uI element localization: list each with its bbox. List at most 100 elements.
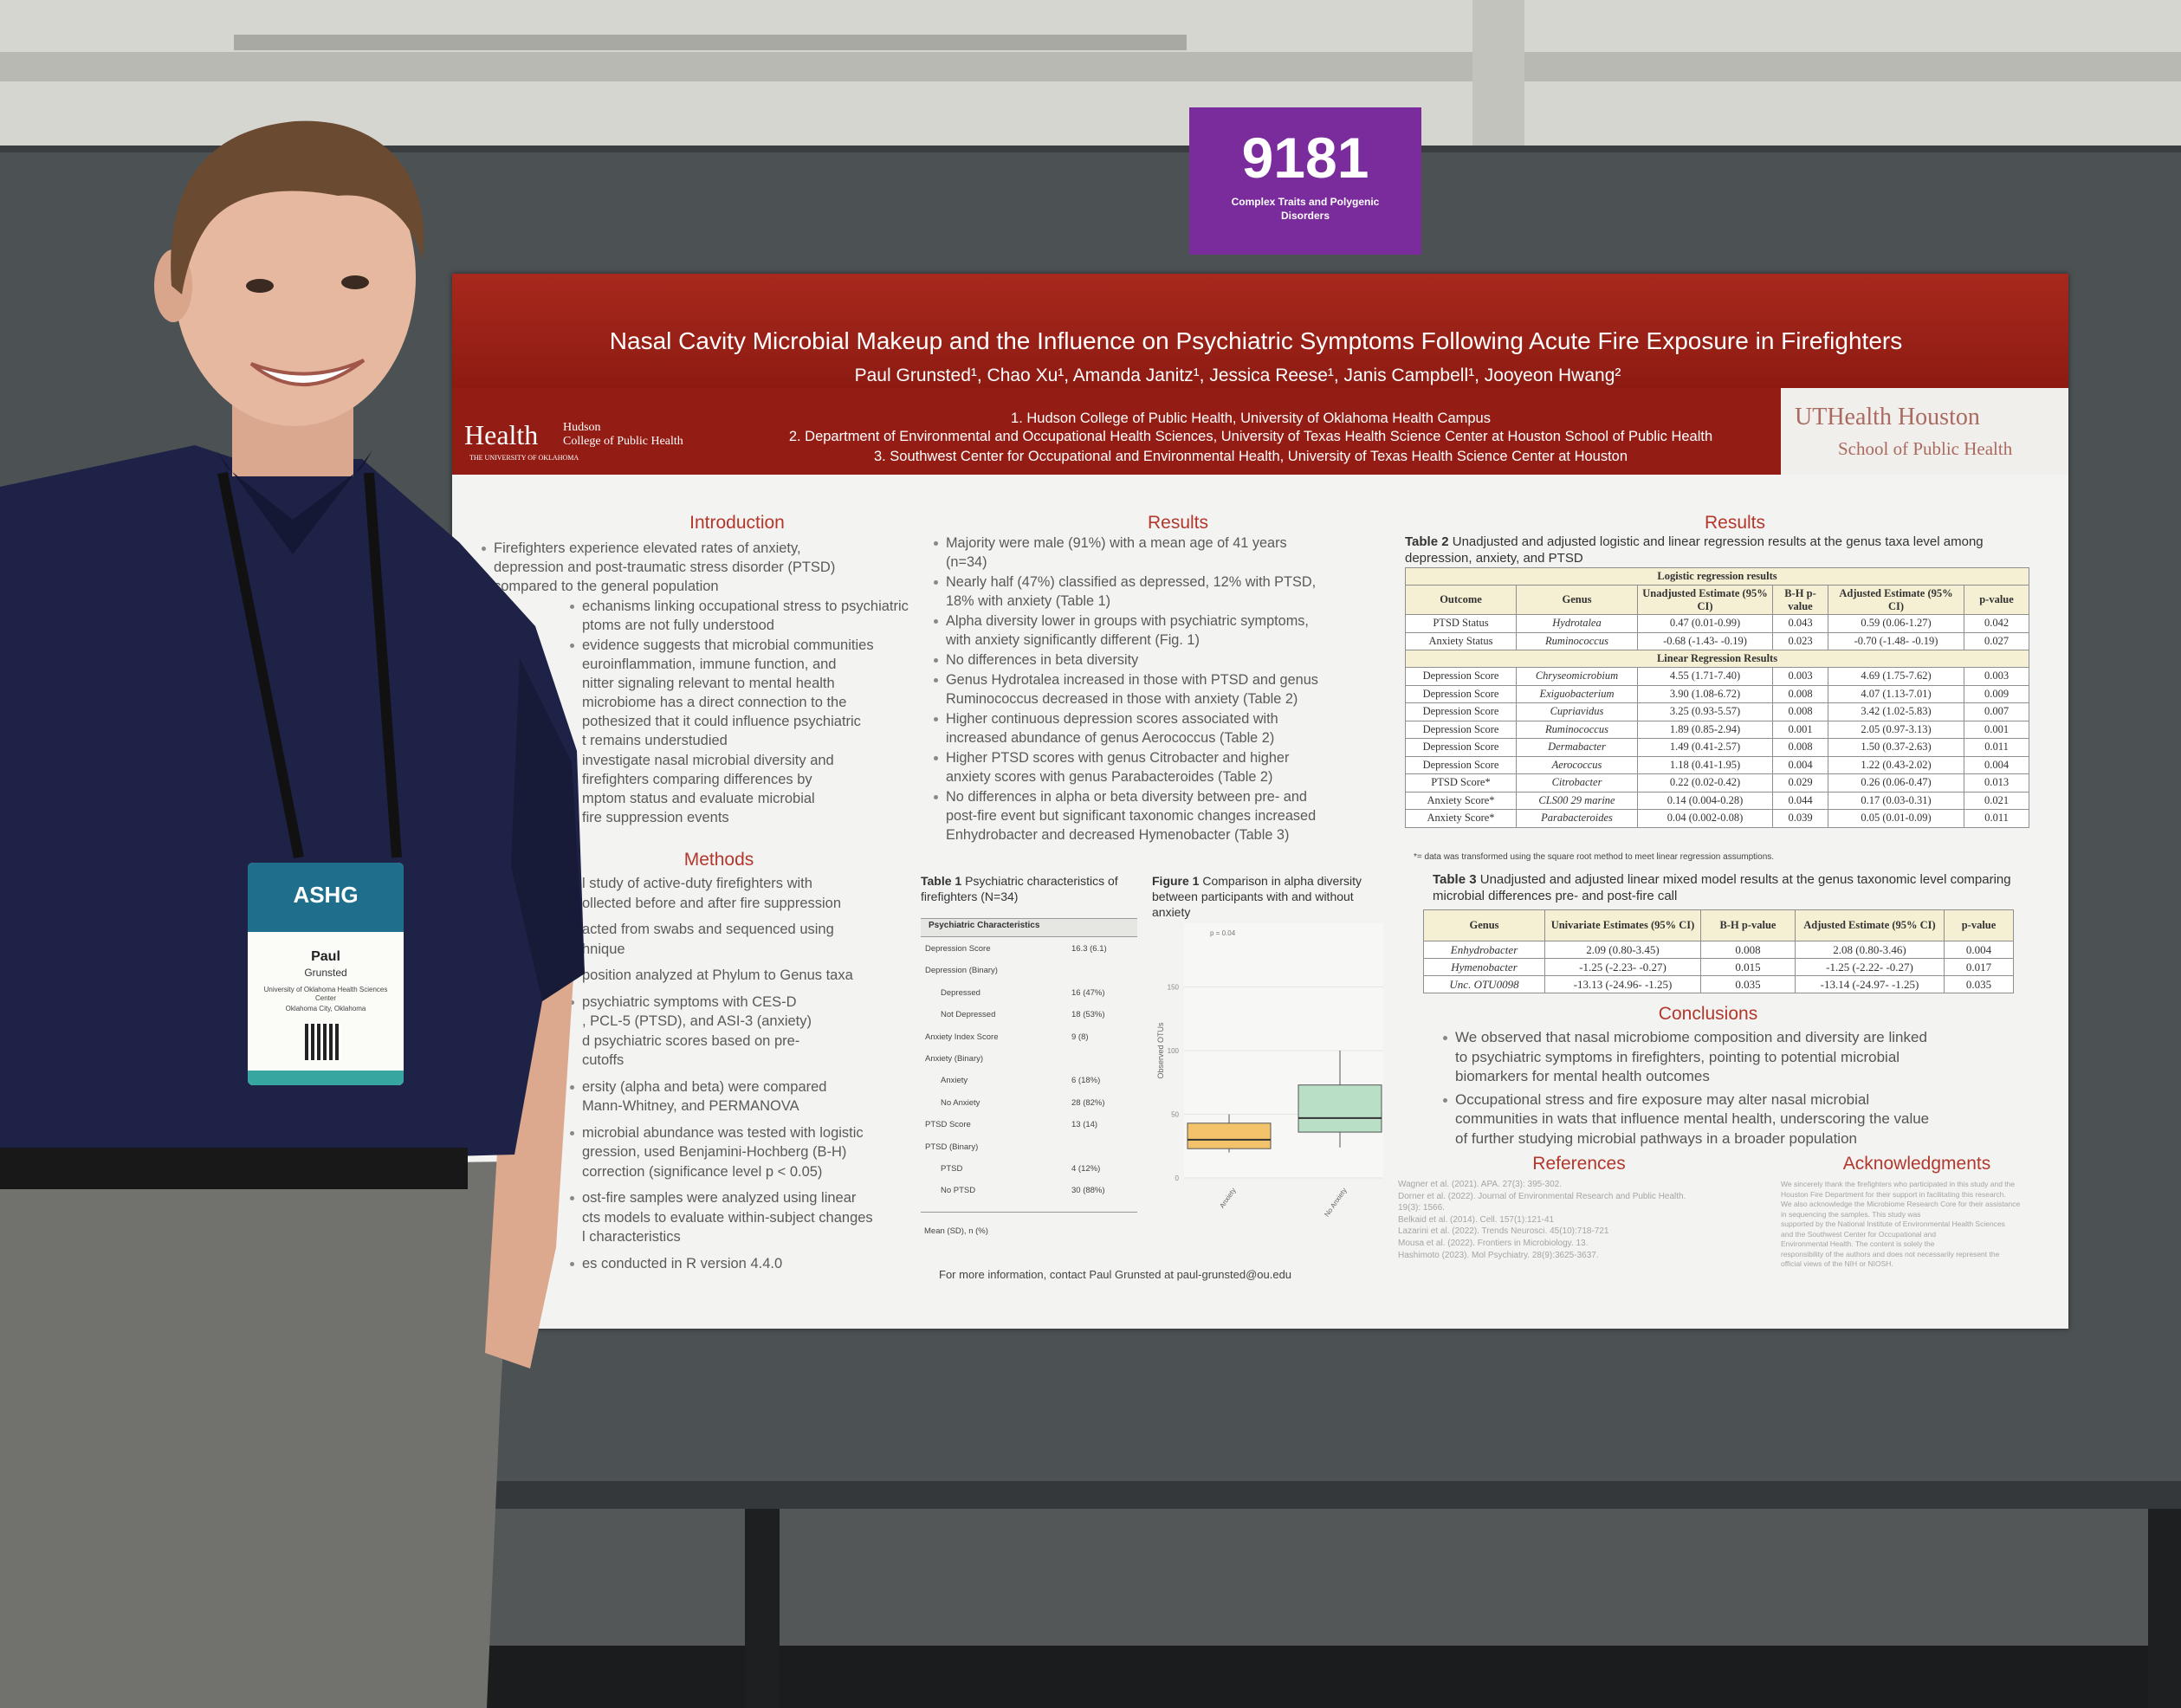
table-cell: 6 (18%) [1071, 1076, 1101, 1086]
table-cell: 0.004 [1772, 755, 1828, 774]
table-cell: Exiguobacterium [1516, 684, 1638, 703]
bullet-line: 18% with anxiety (Table 1) [946, 593, 1111, 609]
table-cell: 1.18 (0.41-1.95) [1637, 755, 1773, 774]
bullet-line: No differences in beta diversity [946, 652, 1139, 668]
logo-mark: Health [464, 419, 539, 450]
badge-affiliation: Center [314, 994, 336, 1002]
bullet [1443, 1097, 1447, 1103]
table-cell: 2.05 (0.97-3.13) [1828, 720, 1964, 739]
table-cell: 0.003 [1963, 667, 2030, 686]
table-panel [0, 1509, 2181, 1647]
bullet-line: fire suppression events [582, 810, 729, 825]
table-cell: -0.70 (-1.48- -0.19) [1828, 631, 1964, 650]
header-cell: p-value [1963, 585, 2030, 615]
bullet-line: Alpha diversity lower in groups with psy… [946, 613, 1309, 629]
board-frame [0, 1481, 2181, 1509]
table-row: Anxiety Score* CLS00 29 marine 0.14 (0.004… [1405, 791, 2030, 810]
table-cell: 0.021 [1963, 791, 2030, 810]
bullet-line: hnique [582, 941, 625, 957]
bullet [570, 644, 574, 648]
badge-affiliation: University of Oklahoma Health Sciences [263, 986, 388, 993]
acknowledgment: in sequencing the samples. This study wa… [1781, 1209, 1921, 1219]
booth-sign: 9181 Complex Traits and Polygenic Disord… [1189, 107, 1421, 255]
booth-number: 9181 [1241, 126, 1369, 190]
table-row: Depression Score Chryseomicrobium 4.55 (1.… [1405, 667, 2030, 686]
table: Genus Univariate Estimates (95% CI) B-H p-… [1423, 909, 2014, 993]
figure1-plot: 0 50 100 150 Observed OTUs p = 0.04 Anxiety No … [1156, 923, 1383, 1218]
table-cell: 2.08 (0.80-3.46) [1795, 941, 1945, 959]
bullet [570, 605, 574, 609]
rail [234, 35, 1187, 50]
table-cell: 1.22 (0.43-2.02) [1828, 755, 1964, 774]
table-label: Table 2 [1405, 534, 1449, 549]
table-cell: 18 (53%) [1071, 1010, 1105, 1020]
bullet [570, 1261, 574, 1266]
bullet-line: Majority were male (91%) with a mean age… [946, 535, 1287, 551]
bullet [570, 1000, 574, 1005]
reference: Mousa et al. (2022). Frontiers in Microb… [1398, 1239, 1589, 1248]
bullet-line: compared to the general population [494, 579, 719, 594]
table-header: Psychiatric Characteristics [929, 921, 1040, 930]
bullet-line: gression, used Benjamini-Hochberg (B-H) [582, 1144, 847, 1160]
table-cell: Anxiety Score* [1405, 791, 1517, 810]
table-cell: 1.89 (0.85-2.94) [1637, 720, 1773, 739]
table-cell: Hydrotalea [1516, 614, 1638, 633]
badge-last: Grunsted [304, 967, 347, 979]
bullet-line: with anxiety significantly different (Fi… [946, 632, 1200, 648]
bullet-line: increased abundance of genus Aerococcus … [946, 730, 1275, 746]
acknowledgment: Environmental Health. The content is sol… [1781, 1239, 1935, 1248]
poster: Nasal Cavity Microbial Makeup and the In… [452, 274, 2068, 1329]
bullet-line: No differences in alpha or beta diversit… [946, 789, 1307, 805]
table-cell: No PTSD [941, 1186, 976, 1196]
bullet-line: , PCL-5 (PTSD), and ASI-3 (anxiety) [582, 1013, 812, 1029]
table-cell: -13.14 (-24.97- -1.25) [1795, 975, 1945, 993]
table-caption: Table 1 Psychiatric characteristics of f… [921, 873, 1146, 904]
bullet-line: to psychiatric symptoms in firefighters,… [1455, 1048, 1900, 1065]
bullet [570, 1130, 574, 1135]
table-rule [921, 1211, 1137, 1213]
bullet-line: Mann-Whitney, and PERMANOVA [582, 1098, 799, 1114]
acknowledgment: responsibility of the authors and does n… [1781, 1249, 2000, 1258]
figure-caption: Figure 1 Comparison in alpha diversity b… [1152, 873, 1386, 920]
bullet-line: microbial abundance was tested with logi… [582, 1124, 864, 1141]
bullet-line: Ruminococcus decreased in those with anx… [946, 691, 1298, 707]
section-heading: Introduction [689, 513, 785, 533]
table-row: Enhydrobacter 2.09 (0.80-3.45) 0.008 2.08 (… [1423, 941, 2014, 959]
bullet [934, 541, 938, 546]
beam [0, 52, 2181, 81]
bullet-line: cts models to evaluate within-subject ch… [582, 1209, 873, 1226]
table-cell: 1.50 (0.37-2.63) [1828, 738, 1964, 757]
table-cell: 0.039 [1772, 809, 1828, 828]
bullet-line: l characteristics [582, 1229, 681, 1245]
affiliation: 3. Southwest Center for Occupational and… [873, 449, 1628, 464]
bullet-line: position analyzed at Phylum to Genus tax… [582, 967, 853, 983]
bullet-line: euroinflammation, immune function, and [582, 657, 837, 672]
stand-leg [2148, 1509, 2181, 1708]
table-cell: PTSD Status [1405, 614, 1517, 633]
logo-right: School of Public Health [1838, 438, 2013, 459]
table-row: Depression Score Ruminococcus 1.89 (0.85-2… [1405, 720, 2030, 739]
bullet-line: Enhydrobacter and decreased Hymenobacter… [946, 827, 1290, 843]
table-cell: -0.68 (-1.43- -0.19) [1637, 631, 1773, 650]
bullet [570, 1084, 574, 1090]
table-cell: Ruminococcus [1516, 631, 1638, 650]
reference: Belkaid et al. (2014). Cell. 157(1):121-… [1398, 1214, 1555, 1225]
header-cell: Unadjusted Estimate (95% CI) [1637, 585, 1773, 615]
table-cell: Anxiety (Binary) [925, 1054, 984, 1064]
bullet-line: ptoms are not fully understood [582, 618, 774, 633]
bullet [934, 717, 938, 721]
logo-line: Hudson [563, 421, 601, 434]
table-cell: 0.011 [1963, 809, 2030, 828]
table-cell: 28 (82%) [1071, 1097, 1105, 1108]
table-cell: Parabacteroides [1516, 809, 1638, 828]
bullet-line: es conducted in R version 4.4.0 [582, 1255, 783, 1271]
table-row: Depression Score Exiguobacterium 3.90 (1.0… [1405, 684, 2030, 703]
table-cell: Depression Score [925, 944, 991, 954]
table-row: Anxiety Status Ruminococcus -0.68 (-1.43- … [1405, 631, 2030, 650]
table: Logistic regression results Outcome Genus U… [1404, 567, 2030, 828]
x-tick-label: Anxiety [1218, 1187, 1237, 1210]
logo-line: College of Public Health [563, 435, 683, 448]
y-tick-label: 0 [1175, 1174, 1180, 1182]
table-cell: 0.004 [1944, 941, 2014, 959]
